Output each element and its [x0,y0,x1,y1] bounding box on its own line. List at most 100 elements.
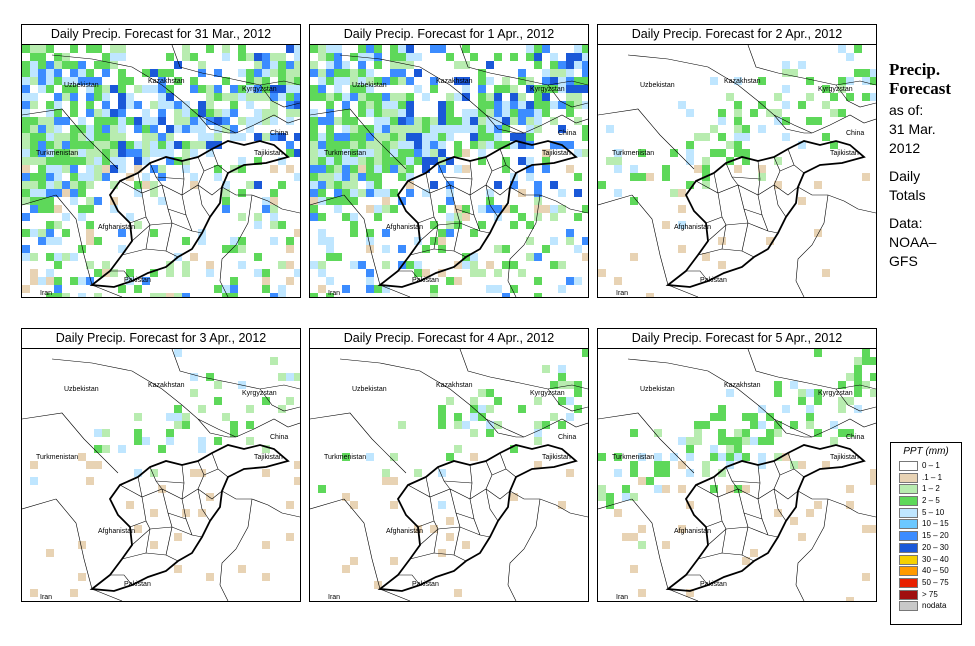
precip-cell [366,141,374,149]
precip-cell [398,125,406,133]
legend-label: 1 – 2 [922,484,940,494]
precip-cell [854,357,862,365]
legend-swatch [899,496,918,507]
precip-cell [574,389,582,397]
country-border [795,194,829,297]
country-label: Tajikistan [830,454,859,461]
precip-cell [254,181,262,189]
precip-cell [30,93,38,101]
precip-cell [758,125,766,133]
precip-cell [510,101,518,109]
precip-cell [382,245,390,253]
precip-cell [870,69,876,77]
precip-cell [22,285,30,293]
data-label: Data: [889,215,923,231]
province-border [697,552,755,562]
precip-cell [430,85,438,93]
precip-cell [838,45,846,53]
precip-cell [606,493,614,501]
precip-cell [390,189,398,197]
precip-cell [214,437,222,445]
precip-cell [30,181,38,189]
precip-cell [438,205,446,213]
precip-cell [182,157,190,165]
precip-cell [334,133,342,141]
precip-cell [118,157,126,165]
precip-cell [374,285,382,293]
precip-cell [750,421,758,429]
precip-cell [22,117,30,125]
precip-cell [118,77,126,85]
precip-cell [310,133,318,141]
precip-cell [654,485,662,493]
precip-cell [702,133,710,141]
province-border [485,460,493,490]
precip-cell [102,141,110,149]
precip-cell [814,429,822,437]
precip-cell [102,93,110,101]
precip-cell [446,453,454,461]
precip-cell [374,173,382,181]
precip-cell [398,77,406,85]
country-border [343,498,381,590]
precip-cell [406,53,414,61]
precip-cell [270,133,278,141]
precip-cell [558,261,566,269]
province-border [165,526,173,556]
precip-cell [686,445,694,453]
precip-cell [446,101,454,109]
precip-cell [134,125,142,133]
precip-cell [870,477,876,485]
precip-cell [526,173,534,181]
precip-cell [366,53,374,61]
precip-cell [278,293,286,297]
precip-cell [382,133,390,141]
country-label: Kazakhstan [724,382,761,389]
map-canvas: UzbekistanKazakhstanKyrgyzstanChinaTurkm… [310,45,588,297]
precip-cell [190,117,198,125]
precip-cell [278,405,286,413]
province-border [145,528,151,554]
precip-cell [742,125,750,133]
precip-cell [174,61,182,69]
precip-cell [390,157,398,165]
precip-cell [54,149,62,157]
precip-cell [462,61,470,69]
precip-cell [270,237,278,245]
precip-cell [510,261,518,269]
precip-cell [494,101,502,109]
precip-cell [782,61,790,69]
precip-cell [798,101,806,109]
precip-cell [494,181,502,189]
precip-cell [70,61,78,69]
precip-cell [542,101,550,109]
precip-cell [422,125,430,133]
precip-cell [110,205,118,213]
precip-cell [486,197,494,205]
precip-cell [814,501,822,509]
precip-cell [414,53,422,61]
precip-cell [718,469,726,477]
precip-cell [86,277,94,285]
precip-cell [470,413,478,421]
precip-cell [78,69,86,77]
country-label: Iran [616,594,628,601]
precip-cell [190,389,198,397]
precip-cell [46,277,54,285]
precip-cell [54,205,62,213]
precip-cell [454,589,462,597]
precip-cell [22,101,30,109]
precip-cell [334,181,342,189]
precip-cell [486,205,494,213]
precip-cell [542,45,550,53]
precip-cell [254,69,262,77]
precip-cell [294,69,300,77]
precip-cell [270,189,278,197]
precip-cell [510,285,518,293]
precip-cell [62,53,70,61]
precip-cell [446,125,454,133]
precip-cell [38,237,46,245]
precip-cell [614,157,622,165]
precip-cell [150,229,158,237]
precip-cell [478,205,486,213]
